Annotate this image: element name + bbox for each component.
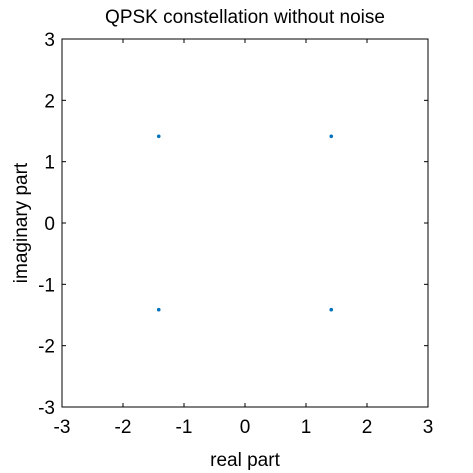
y-tick-label: -1: [38, 275, 55, 296]
y-tick-label: -2: [38, 337, 55, 358]
x-tick-label: -2: [115, 417, 132, 438]
y-tick-label: -3: [38, 398, 55, 419]
y-axis-tick-labels: -3 -2 -1 0 1 2 3: [38, 30, 55, 419]
plot-area-frame: [61, 38, 429, 408]
x-tick-label: 3: [423, 417, 434, 438]
x-tick-label: -3: [54, 417, 71, 438]
constellation-point: [156, 307, 161, 312]
x-tick-label: 2: [362, 417, 373, 438]
x-tick-label: 1: [301, 417, 312, 438]
x-axis-tick-labels: -3 -2 -1 0 1 2 3: [54, 417, 434, 438]
y-tick-label: 2: [44, 91, 55, 112]
constellation-point: [156, 134, 161, 139]
constellation-point: [329, 134, 334, 139]
x-axis-title: real part: [210, 450, 280, 471]
x-tick-label: 0: [240, 417, 251, 438]
constellation-point: [329, 307, 334, 312]
y-tick-label: 1: [44, 153, 55, 174]
y-axis-title: imaginary part: [11, 162, 32, 283]
data-points: [156, 134, 334, 312]
y-tick-label: 3: [44, 30, 55, 51]
chart-title: QPSK constellation without noise: [105, 7, 385, 28]
x-axis-ticks: [61, 39, 429, 407]
y-axis-ticks: [62, 38, 428, 408]
y-tick-label: 0: [44, 214, 55, 235]
x-tick-label: -1: [176, 417, 193, 438]
